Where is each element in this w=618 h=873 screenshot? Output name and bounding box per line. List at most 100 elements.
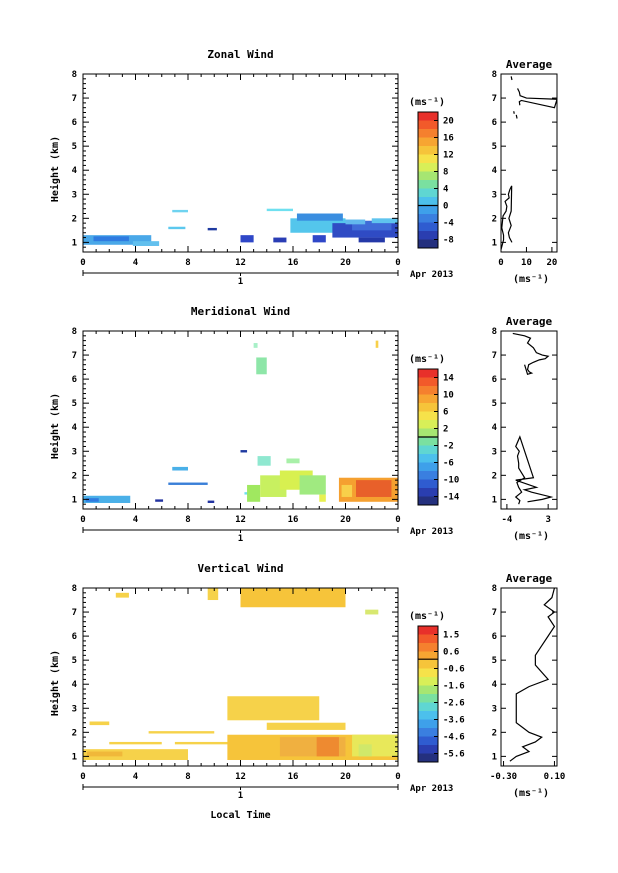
heatmap-cell	[319, 494, 326, 502]
heatmap-cell	[148, 731, 215, 734]
y-axis-label: Height (km)	[49, 393, 61, 459]
heatmap-cell	[85, 498, 99, 502]
heatmap-cell	[109, 741, 162, 745]
heatmap-cell	[155, 499, 164, 502]
profile-title: Average	[506, 58, 553, 71]
y-tick-label: 1	[72, 238, 77, 248]
profile-frame	[500, 330, 558, 510]
heatmap-cell	[240, 235, 254, 243]
y-tick-label: 4	[72, 680, 78, 690]
profile-frame	[500, 587, 558, 767]
profile-line	[501, 185, 513, 250]
colorbar-swatch	[418, 471, 438, 480]
colorbar-tick-label: -14	[443, 493, 460, 503]
colorbar-tick-label: 2	[443, 425, 448, 435]
heatmap-cell	[312, 235, 326, 243]
colorbar-swatch	[418, 488, 438, 497]
heatmap-cell	[207, 588, 219, 601]
colorbar-swatch	[418, 222, 438, 232]
colorbar-unit: (ms⁻¹)	[409, 354, 445, 365]
profile-y-tick-label: 6	[492, 118, 497, 128]
colorbar-tick-label: -10	[443, 476, 459, 486]
colorbar-swatch	[418, 643, 438, 652]
profile-x-label: (ms⁻¹)	[513, 531, 549, 542]
colorbar-swatch	[418, 231, 438, 240]
heatmap-cell	[253, 343, 258, 348]
panel-title: Meridional Wind	[191, 305, 290, 318]
colorbar-swatch	[418, 677, 438, 686]
heatmap-cell	[345, 219, 366, 225]
heatmap-cell	[356, 480, 392, 497]
heatmap-cell	[227, 696, 320, 721]
colorbar-tick-label: -8	[443, 236, 454, 246]
profile-x-tick-label: -0.30	[490, 772, 517, 782]
profile-y-tick-label: 1	[492, 238, 497, 248]
month-label: Apr 2013	[410, 270, 453, 280]
x-tick-label: 12	[235, 772, 246, 782]
colorbar-swatch	[418, 188, 438, 198]
colorbar-tick-label: -1.6	[443, 682, 465, 692]
heatmap-cell	[174, 741, 241, 745]
month-label: Apr 2013	[410, 527, 453, 537]
heatmap-cell	[115, 592, 129, 598]
colorbar-frame	[417, 111, 439, 249]
y-axis-label: Height (km)	[49, 136, 61, 202]
heatmap-cell	[256, 357, 267, 375]
x-tick-label: 12	[235, 515, 246, 525]
profile-y-tick-label: 7	[492, 351, 497, 361]
x-tick-label: 0	[80, 258, 85, 268]
profile-y-tick-label: 5	[492, 142, 497, 152]
x-tick-label: 0	[395, 772, 400, 782]
colorbar-swatch	[418, 239, 438, 249]
heatmap-cell	[266, 208, 293, 212]
y-tick-label: 3	[72, 704, 77, 714]
x-axis-label: Local Time	[210, 809, 270, 821]
profile-line	[517, 88, 557, 109]
y-tick-label: 3	[72, 190, 77, 200]
colorbar-swatch	[418, 437, 438, 446]
profile-title: Average	[506, 572, 553, 585]
profile-y-tick-label: 3	[492, 447, 497, 457]
profile-y-tick-label: 6	[492, 375, 497, 385]
colorbar-swatch	[418, 420, 438, 429]
colorbar-tick-label: 16	[443, 134, 454, 144]
y-tick-label: 6	[72, 375, 77, 385]
profile-line	[515, 114, 518, 119]
heatmap-cell	[86, 751, 123, 757]
day-label: 1	[238, 277, 243, 287]
x-tick-label: 4	[133, 515, 139, 525]
colorbar-swatch	[418, 496, 438, 506]
x-tick-label: 8	[185, 772, 190, 782]
day-label: 1	[238, 534, 243, 544]
y-tick-label: 1	[72, 495, 77, 505]
profile-y-tick-label: 2	[492, 214, 497, 224]
heatmap-cells	[83, 208, 398, 246]
profile-y-tick-label: 3	[492, 704, 497, 714]
colorbar-tick-label: -0.6	[443, 665, 465, 675]
x-tick-label: 8	[185, 515, 190, 525]
profile-lines	[512, 332, 554, 505]
profile-line	[512, 332, 550, 376]
y-tick-label: 2	[72, 471, 77, 481]
y-tick-label: 2	[72, 214, 77, 224]
colorbar-swatch	[418, 214, 438, 223]
colorbar-swatch	[418, 129, 438, 138]
y-tick-label: 7	[72, 351, 77, 361]
heatmap-cell	[299, 475, 326, 495]
heatmap-cell	[273, 237, 287, 243]
x-tick-label: 16	[288, 515, 299, 525]
colorbar-tick-label: 1.5	[443, 631, 459, 641]
y-tick-label: 3	[72, 447, 77, 457]
y-tick-label: 1	[72, 752, 77, 762]
heatmap-cell	[257, 456, 271, 466]
colorbar-swatch	[418, 668, 438, 678]
y-tick-label: 6	[72, 632, 77, 642]
profile-y-tick-label: 2	[492, 471, 497, 481]
colorbar-swatch	[418, 146, 438, 155]
profile-y-tick-label: 7	[492, 94, 497, 104]
profile-y-tick-label: 1	[492, 495, 497, 505]
colorbar-swatch	[418, 197, 438, 206]
